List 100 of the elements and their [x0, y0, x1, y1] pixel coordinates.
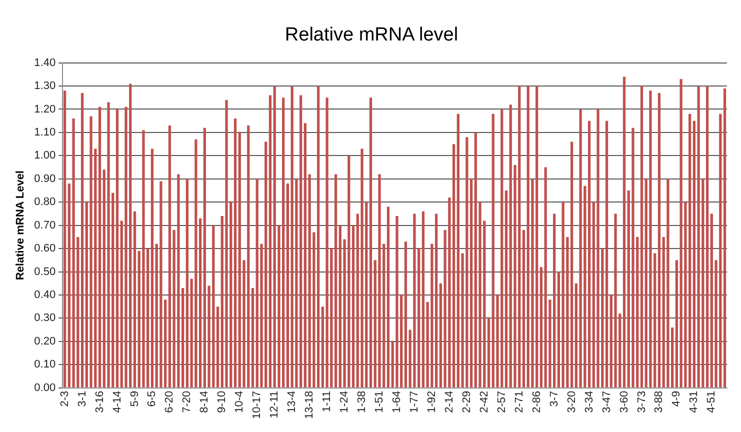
x-tick-label: 1-38 — [356, 390, 368, 413]
x-tick-label: 1-11 — [321, 390, 334, 412]
x-tick-label: 13-4 — [286, 390, 298, 413]
bar — [168, 125, 172, 388]
x-tick-label: 1-51 — [374, 390, 386, 413]
y-tick-label: 1.40 — [34, 56, 56, 69]
y-tick-label: 0.00 — [34, 382, 56, 394]
bar — [63, 90, 66, 388]
x-tick-label: 4-31 — [688, 390, 700, 413]
bar — [286, 184, 290, 388]
x-tick-label: 3-7 — [548, 390, 560, 407]
bar — [658, 92, 661, 388]
bar — [107, 102, 110, 388]
bar — [706, 86, 709, 388]
x-tick-label: 3-16 — [94, 390, 106, 413]
y-tick-label: 1.30 — [34, 80, 56, 92]
bar — [640, 86, 644, 388]
bar — [369, 98, 372, 388]
bar — [142, 130, 145, 388]
x-tick-label: 3-34 — [583, 390, 596, 413]
chart-title: Relative mRNA level — [284, 24, 458, 46]
bar — [605, 120, 608, 388]
bar — [723, 88, 726, 388]
bar — [133, 211, 136, 388]
bar — [570, 142, 574, 388]
bar — [413, 214, 416, 388]
y-tick-label: 1.00 — [34, 150, 56, 162]
bar — [540, 267, 543, 388]
x-tick-label: 3-60 — [618, 390, 630, 413]
y-tick-label: 0.50 — [34, 266, 56, 278]
bar — [72, 118, 75, 388]
bar — [225, 100, 228, 388]
x-tick-label: 1-92 — [426, 390, 438, 413]
x-tick-label: 2-71 — [513, 390, 526, 413]
bar — [334, 174, 338, 388]
bar — [675, 260, 678, 388]
y-tick-label: 0.20 — [34, 335, 56, 348]
x-tick-label: 2-57 — [496, 390, 508, 413]
bar — [430, 244, 434, 388]
bar — [98, 106, 102, 388]
bar — [688, 114, 692, 388]
x-tick-label: 2-29 — [460, 390, 473, 413]
x-tick-label: 6-20 — [164, 390, 176, 413]
bar — [80, 92, 84, 388]
x-tick-label: 12-11 — [268, 390, 281, 418]
bar — [614, 214, 617, 388]
y-tick-label: 0.60 — [34, 242, 56, 255]
bar — [268, 95, 272, 388]
bar — [504, 190, 508, 388]
x-tick-label: 2-3 — [58, 390, 71, 407]
bar — [360, 148, 364, 388]
bar — [177, 174, 180, 388]
bar — [150, 148, 154, 388]
x-tick-label: 8-14 — [198, 390, 211, 413]
bar — [116, 109, 119, 388]
y-axis-title: Relative mRNA Level — [14, 170, 27, 280]
y-tick-label: 0.80 — [34, 196, 56, 208]
x-tick-label: 2-86 — [530, 390, 543, 413]
x-tick-label: 9-10 — [216, 390, 228, 413]
bar — [680, 79, 682, 388]
bar — [588, 120, 591, 388]
x-tick-label: 6-5 — [146, 390, 158, 407]
bar — [404, 242, 408, 388]
x-tick-label: 3-88 — [653, 390, 666, 413]
y-tick-label: 0.90 — [34, 172, 56, 185]
bar — [596, 109, 600, 388]
bar — [452, 144, 456, 388]
bar — [386, 206, 390, 388]
bar — [198, 218, 202, 388]
bar — [632, 128, 634, 388]
x-tick-label: 1-64 — [391, 390, 403, 413]
x-tick-label: 1-24 — [338, 390, 351, 413]
y-tick-label: 0.30 — [34, 312, 56, 324]
bar — [522, 230, 526, 388]
x-tick-label: 3-47 — [600, 390, 613, 413]
x-tick-label: 2-42 — [478, 390, 490, 413]
x-tick-label: 4-9 — [670, 390, 683, 407]
bar — [666, 178, 670, 388]
bar — [396, 216, 398, 388]
bar — [487, 318, 490, 388]
x-tick-label: 10-4 — [234, 390, 246, 413]
y-tick-label: 1.10 — [34, 126, 56, 138]
x-tick-label: 4-51 — [706, 390, 718, 413]
x-tick-label: 2-14 — [443, 390, 456, 413]
bar — [216, 306, 220, 388]
y-tick-label: 0.70 — [34, 219, 56, 232]
bar — [622, 76, 626, 388]
bar — [316, 86, 320, 388]
bar — [422, 211, 425, 388]
y-tick-label: 1.20 — [34, 103, 56, 116]
x-tick-label: 3-1 — [76, 390, 88, 407]
bar — [470, 178, 473, 388]
x-tick-label: 3-20 — [566, 390, 578, 413]
bar — [697, 86, 700, 388]
bar — [579, 109, 582, 388]
x-tick-label: 7-20 — [181, 390, 194, 413]
bar — [378, 174, 381, 388]
x-tick-label: 4-14 — [111, 390, 124, 413]
y-tick-label: 0.40 — [34, 289, 56, 302]
bar — [160, 181, 162, 388]
